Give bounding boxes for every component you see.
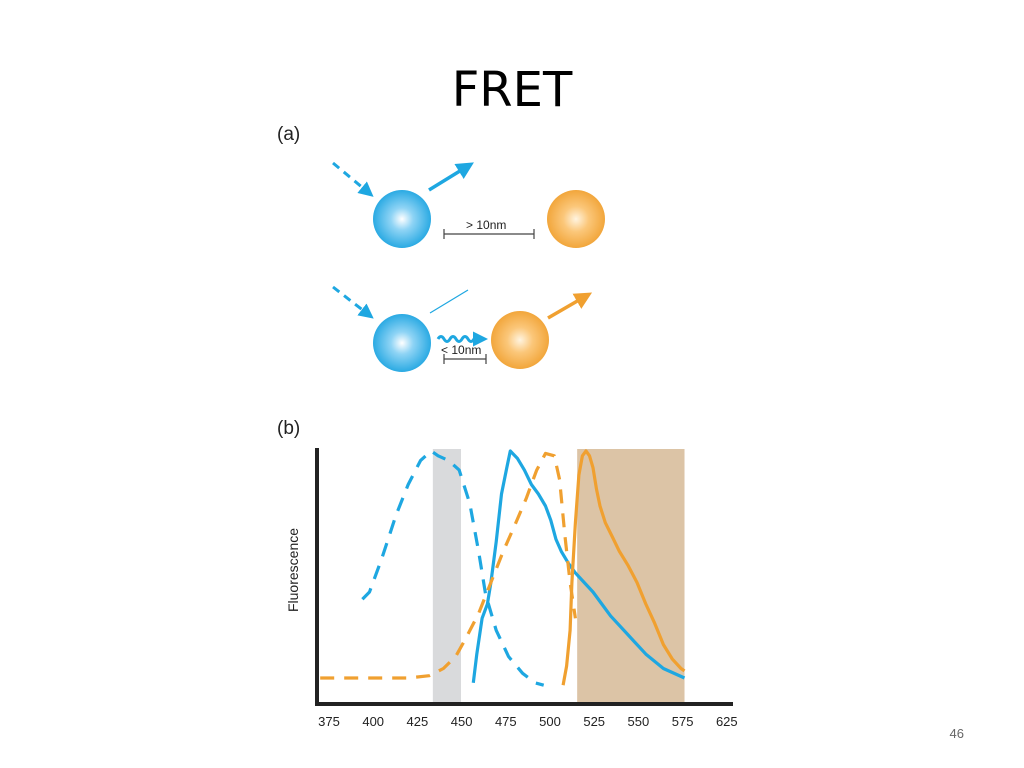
x-tick-label: 500 [539, 714, 561, 729]
y-axis-label: Fluorescence [285, 528, 301, 612]
slide-title: FRET [451, 62, 573, 118]
spectrum-line-4 [561, 449, 686, 686]
excitation-arrow-icon [332, 161, 374, 197]
distance-bracket-far [443, 229, 535, 239]
x-tick-label: 550 [628, 714, 650, 729]
panel-a-label: (a) [277, 124, 301, 145]
quenched-emission-line [429, 289, 469, 314]
x-tick-label: 625 [716, 714, 738, 729]
donor-sphere [373, 314, 431, 372]
x-tick-label: 575 [672, 714, 694, 729]
x-tick-label: 525 [583, 714, 605, 729]
spectra-series [320, 449, 686, 687]
x-tick-label: 400 [362, 714, 384, 729]
filter-band-2 [577, 449, 685, 703]
x-tick-label: 375 [318, 714, 340, 729]
distance-bracket-near [443, 354, 487, 364]
x-tick-label: 425 [407, 714, 429, 729]
spectrum-line-3 [320, 451, 577, 680]
filter-bands [432, 449, 685, 703]
x-tick-labels: 375 400 425 450 475 500 525 550 575 625 [318, 714, 738, 729]
panel-b-label: (b) [277, 418, 301, 439]
spectrum-line-1 [361, 449, 545, 687]
scenario-no-fret: > 10nm [332, 161, 605, 248]
distance-label-near: < 10nm [441, 343, 481, 357]
acceptor-sphere [547, 190, 605, 248]
energy-transfer-wave-icon [436, 331, 488, 347]
donor-emission-arrow-icon [428, 162, 474, 192]
spectra-chart: 375 400 425 450 475 500 525 550 575 625 Fluoresce… [285, 448, 738, 729]
page-number: 46 [949, 726, 964, 741]
distance-label-far: > 10nm [466, 218, 506, 232]
filter-band-1 [432, 449, 461, 703]
scenario-fret: < 10nm [332, 285, 593, 372]
donor-sphere [373, 190, 431, 248]
x-tick-label: 475 [495, 714, 517, 729]
x-tick-label: 450 [451, 714, 473, 729]
acceptor-sphere [491, 311, 549, 369]
excitation-arrow-icon [332, 285, 374, 319]
acceptor-emission-arrow-icon [547, 292, 593, 320]
spectrum-line-2 [471, 449, 686, 683]
